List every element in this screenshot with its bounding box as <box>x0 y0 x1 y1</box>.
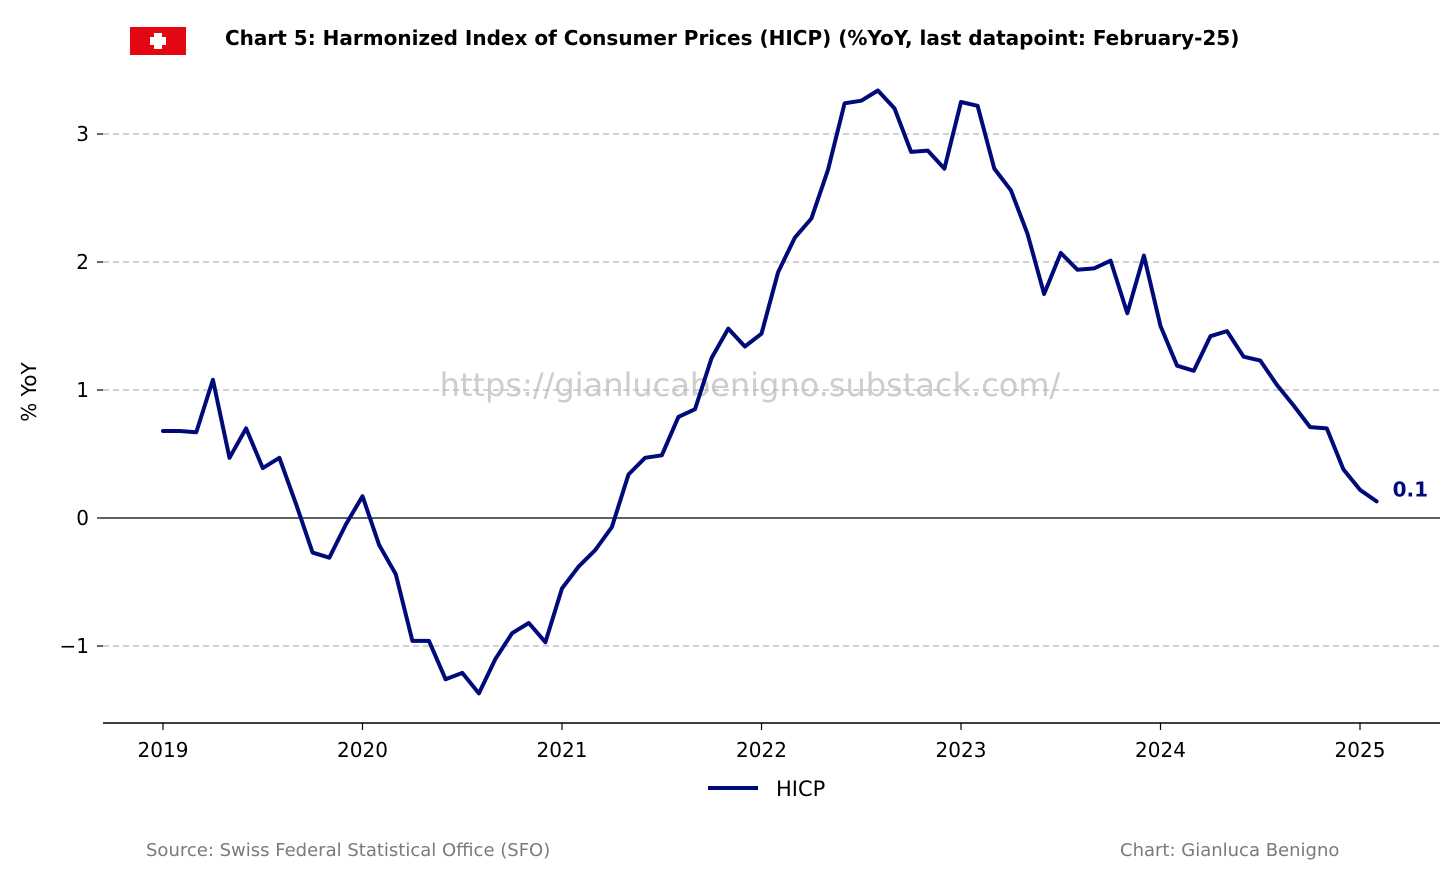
x-axis-ticks: 2019 2020 2021 2022 2023 2024 2025 <box>138 723 1386 762</box>
x-tick-label: 2021 <box>537 738 588 762</box>
y-tick-label: −1 <box>60 634 89 658</box>
source-note: Source: Swiss Federal Statistical Office… <box>146 840 551 861</box>
legend: HICP <box>708 777 825 801</box>
y-tick-label: 3 <box>76 122 89 146</box>
x-tick-label: 2024 <box>1135 738 1186 762</box>
x-tick-label: 2023 <box>936 738 987 762</box>
gridlines <box>103 133 1440 647</box>
chart-title: Chart 5: Harmonized Index of Consumer Pr… <box>225 26 1240 50</box>
y-tick-label: 1 <box>76 378 89 402</box>
last-value-label: 0.1 <box>1393 477 1428 501</box>
x-tick-label: 2020 <box>337 738 388 762</box>
y-axis-title: % YoY <box>17 362 41 422</box>
chart-credit: Chart: Gianluca Benigno <box>1120 840 1340 861</box>
legend-label-hicp: HICP <box>776 777 825 801</box>
x-tick-label: 2025 <box>1335 738 1386 762</box>
x-tick-label: 2019 <box>138 738 189 762</box>
watermark: https://gianlucabenigno.substack.com/ <box>440 366 1061 404</box>
y-axis-ticks: −1 0 1 2 3 <box>60 122 103 658</box>
y-tick-label: 0 <box>76 506 89 530</box>
swiss-flag-icon <box>130 27 186 55</box>
series-line-hicp <box>161 88 1379 696</box>
x-tick-label: 2022 <box>736 738 787 762</box>
y-tick-label: 2 <box>76 250 89 274</box>
